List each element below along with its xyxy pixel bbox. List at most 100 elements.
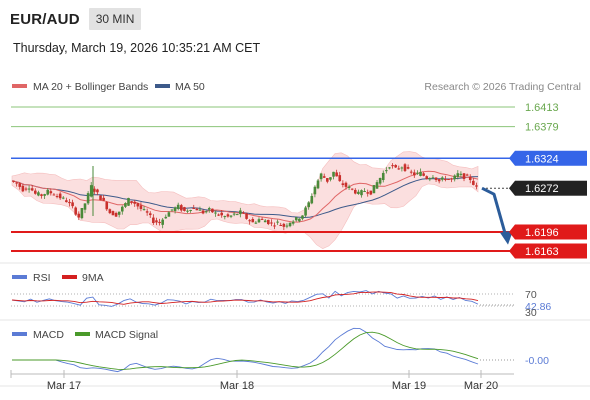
candle-body bbox=[307, 202, 310, 208]
candle-body bbox=[270, 222, 273, 224]
candle-body bbox=[434, 177, 438, 180]
x-tick-label: Mar 18 bbox=[220, 380, 254, 392]
candle-body bbox=[15, 182, 18, 184]
candle-body bbox=[12, 180, 15, 182]
candle-body bbox=[102, 197, 105, 201]
candle-body bbox=[251, 219, 255, 223]
candle-body bbox=[285, 225, 289, 227]
rsi-ma-swatch bbox=[62, 275, 77, 279]
candle-body bbox=[248, 220, 251, 222]
candle-body bbox=[229, 215, 233, 217]
rsi-ma-legend-label: 9MA bbox=[82, 272, 104, 284]
candle-body bbox=[326, 178, 329, 182]
candle-body bbox=[409, 171, 413, 173]
candle-body bbox=[444, 178, 447, 180]
ma20-line bbox=[11, 170, 479, 223]
candle-body bbox=[378, 177, 382, 184]
candle-body bbox=[223, 216, 227, 218]
candle-body bbox=[357, 191, 360, 194]
level-label-target: 1.6379 bbox=[525, 122, 559, 134]
candle-body bbox=[204, 211, 208, 213]
candle-body bbox=[183, 207, 186, 211]
candle-body bbox=[316, 180, 320, 189]
level-label-pointer bbox=[509, 180, 515, 196]
candle-body bbox=[226, 214, 230, 217]
rsi-value-label: 42.86 bbox=[525, 301, 551, 313]
candle-body bbox=[465, 174, 469, 176]
candle-body bbox=[65, 200, 68, 203]
candle-body bbox=[34, 190, 37, 194]
macd-swatch bbox=[12, 332, 27, 336]
candle-body bbox=[195, 208, 199, 211]
candle-body bbox=[425, 176, 429, 179]
ma20-swatch bbox=[12, 84, 27, 88]
projection-arrow-line bbox=[481, 186, 508, 238]
candle-body bbox=[37, 192, 40, 196]
candle-body bbox=[322, 176, 326, 178]
candle-body bbox=[447, 179, 450, 181]
candle-body bbox=[257, 219, 261, 223]
candle-body bbox=[83, 203, 87, 210]
x-tick-label: Mar 20 bbox=[464, 380, 498, 392]
candle-body bbox=[428, 178, 432, 180]
candle-body bbox=[298, 218, 301, 222]
candle-body bbox=[61, 197, 65, 199]
timeframe-badge[interactable]: 30 MIN bbox=[88, 8, 142, 30]
candle-body bbox=[105, 202, 109, 210]
candle-body bbox=[89, 185, 93, 197]
candle-body bbox=[353, 189, 357, 194]
rsi-line bbox=[11, 290, 479, 307]
candle-body bbox=[397, 168, 401, 170]
candle-body bbox=[148, 213, 152, 216]
candle-body bbox=[319, 173, 323, 180]
candle-body bbox=[456, 173, 460, 177]
level-label-current: 1.6272 bbox=[525, 183, 559, 195]
x-tick-label: Mar 19 bbox=[392, 380, 426, 392]
candle-body bbox=[363, 190, 366, 192]
candle-body bbox=[437, 179, 441, 182]
level-label-target: 1.6413 bbox=[525, 102, 559, 114]
candle-body bbox=[198, 209, 202, 211]
main-legend: MA 20 + Bollinger Bands MA 50 Research ©… bbox=[12, 81, 581, 93]
candle-body bbox=[391, 165, 394, 167]
candle-body bbox=[43, 194, 46, 196]
candle-body bbox=[18, 183, 22, 187]
candle-body bbox=[71, 202, 74, 207]
candle-body bbox=[360, 190, 363, 196]
candle-body bbox=[211, 208, 214, 213]
candle-body bbox=[49, 191, 53, 194]
candle-body bbox=[99, 195, 102, 201]
candle-body bbox=[201, 210, 205, 214]
candle-body bbox=[381, 172, 385, 181]
ma50-legend-label: MA 50 bbox=[175, 81, 205, 93]
candle-body bbox=[24, 188, 28, 190]
level-label-bg-support bbox=[515, 224, 587, 240]
candle-body bbox=[279, 224, 283, 226]
candle-body bbox=[114, 212, 118, 217]
candle-body bbox=[344, 182, 348, 187]
candle-body bbox=[422, 173, 425, 176]
candle-body bbox=[459, 173, 463, 175]
candle-body bbox=[347, 186, 351, 189]
candle-body bbox=[74, 207, 77, 215]
rsi-swatch bbox=[12, 275, 27, 279]
candle-body bbox=[117, 211, 121, 215]
candle-body bbox=[207, 208, 211, 210]
candle-body bbox=[276, 221, 279, 223]
candle-body bbox=[232, 213, 236, 215]
candle-body bbox=[186, 210, 189, 212]
candle-body bbox=[133, 201, 137, 204]
candle-body bbox=[192, 208, 196, 210]
candle-body bbox=[217, 214, 220, 216]
candle-body bbox=[375, 182, 379, 189]
level-label-support: 1.6196 bbox=[525, 227, 559, 239]
candle-body bbox=[440, 177, 444, 180]
candle-body bbox=[301, 215, 304, 219]
candle-body bbox=[388, 167, 391, 169]
rsi-level-70: 70 bbox=[525, 289, 537, 301]
candle-body bbox=[313, 186, 317, 195]
rsi-legend: RSI 9MA bbox=[12, 272, 104, 284]
candle-body bbox=[294, 217, 298, 221]
candle-body bbox=[254, 222, 258, 224]
